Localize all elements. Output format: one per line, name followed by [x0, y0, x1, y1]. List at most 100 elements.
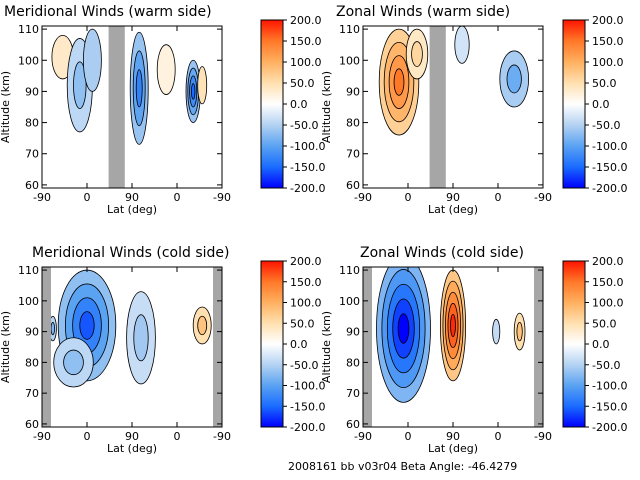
colorbar-tick-label: 150.0 [290, 276, 322, 289]
chart-panel: Meridional Winds (warm side) 60 70 80 90 100 1… [0, 4, 325, 216]
y-axis-label: Altitude (km) [320, 311, 333, 383]
chart-panel: Meridional Winds (cold side) 60 70 80 90 100 1… [0, 245, 325, 455]
y-tick-label: 80 [25, 356, 39, 369]
y-tick-label: 110 [339, 264, 360, 277]
wind-contour [73, 61, 87, 109]
colorbar [562, 260, 586, 428]
colorbar-tick-label: 100.0 [592, 297, 624, 310]
colorbar-tick-label: -100.0 [290, 380, 325, 393]
wind-contour [393, 68, 405, 96]
x-tick-label: -90 [354, 430, 372, 443]
x-tick-label: 90 [446, 430, 460, 443]
wind-contour [506, 64, 522, 94]
y-tick-label: 60 [346, 418, 360, 431]
wind-contour [190, 83, 196, 100]
colorbar-tick-label: -150.0 [592, 161, 627, 174]
x-tick-label: 90 [125, 430, 139, 443]
chart-title: Zonal Winds (cold side) [360, 245, 524, 261]
wind-contour [83, 28, 102, 92]
colorbar-tick-label: 200.0 [592, 14, 624, 27]
colorbar-tick-label: -50.0 [592, 359, 620, 372]
colorbar-tick-label: -150.0 [592, 400, 627, 413]
colorbar-tick-label: -50.0 [290, 119, 318, 132]
y-tick-label: 90 [25, 326, 39, 339]
x-tick-label: 0 [405, 430, 412, 443]
x-tick-label: 0 [84, 430, 91, 443]
y-tick-label: 70 [346, 148, 360, 161]
x-tick-label: 90 [446, 191, 460, 204]
wind-contour [450, 313, 456, 337]
wind-contour [197, 315, 208, 336]
colorbar-tick-label: -200.0 [592, 182, 627, 195]
data-gap [429, 26, 446, 188]
x-axis-label: Lat (deg) [107, 203, 157, 216]
y-tick-label: 110 [18, 264, 39, 277]
y-tick-label: 80 [346, 117, 360, 130]
colorbar-tick-label: 200.0 [592, 255, 624, 268]
y-tick-label: 70 [25, 148, 39, 161]
data-gap [42, 267, 51, 427]
colorbar-tick-label: -100.0 [592, 140, 627, 153]
data-gap [363, 267, 372, 427]
colorbar-tick-label: -200.0 [592, 421, 627, 434]
chart-panel: Zonal Winds (cold side) 60 70 80 90 100 110 -90… [320, 245, 627, 455]
wind-contour [63, 349, 84, 376]
y-tick-label: 80 [346, 356, 360, 369]
colorbar-tick-label: -50.0 [592, 119, 620, 132]
colorbar-tick-label: 200.0 [290, 255, 322, 268]
wind-contour [411, 41, 423, 67]
wind-contour [79, 311, 95, 340]
wind-contour [197, 66, 208, 105]
colorbar-tick-label: 100.0 [592, 56, 624, 69]
colorbar-tick-label: 150.0 [592, 35, 624, 48]
x-tick-label: 0 [84, 191, 91, 204]
colorbar-tick-label: 50.0 [592, 77, 617, 90]
wind-contour [135, 69, 143, 108]
x-tick-label: -90 [33, 430, 51, 443]
y-tick-label: 70 [346, 387, 360, 400]
x-tick-label: -90 [354, 191, 372, 204]
footer-info: 2008161 bb v03r04 Beta Angle: -46.4279 [288, 460, 517, 473]
colorbar [260, 19, 284, 189]
x-tick-label: 0 [174, 191, 181, 204]
y-axis-label: Altitude (km) [0, 311, 12, 383]
y-tick-label: 60 [25, 179, 39, 192]
colorbar [260, 260, 284, 428]
data-gap [108, 26, 125, 188]
colorbar-tick-label: -150.0 [290, 161, 325, 174]
colorbar-tick-label: -50.0 [290, 359, 318, 372]
y-tick-label: 110 [18, 23, 39, 36]
y-tick-label: 90 [25, 85, 39, 98]
colorbar-tick-label: 0.0 [290, 98, 308, 111]
colorbar-tick-label: -200.0 [290, 182, 325, 195]
y-tick-label: 100 [18, 54, 39, 67]
chart-title: Meridional Winds (cold side) [32, 245, 230, 261]
colorbar-tick-label: 150.0 [592, 276, 624, 289]
y-tick-label: 60 [25, 418, 39, 431]
colorbar-tick-label: 0.0 [290, 338, 308, 351]
x-axis-label: Lat (deg) [428, 442, 478, 455]
colorbar-tick-label: 50.0 [290, 77, 315, 90]
y-tick-label: 100 [339, 295, 360, 308]
y-tick-label: 90 [346, 326, 360, 339]
colorbar-tick-label: 50.0 [592, 317, 617, 330]
colorbar [562, 19, 586, 189]
colorbar-tick-label: 200.0 [290, 14, 322, 27]
data-gap [213, 267, 222, 427]
chart-title: Meridional Winds (warm side) [4, 4, 212, 20]
y-axis-label: Altitude (km) [0, 71, 12, 143]
colorbar-tick-label: 0.0 [592, 338, 610, 351]
x-tick-label: -90 [213, 191, 231, 204]
colorbar-tick-label: 0.0 [592, 98, 610, 111]
colorbar-tick-label: 100.0 [290, 297, 322, 310]
chart-panel: Zonal Winds (warm side) 60 70 80 90 100 110 -90… [320, 4, 627, 216]
colorbar-tick-label: 150.0 [290, 35, 322, 48]
wind-contour [516, 321, 523, 342]
x-axis-label: Lat (deg) [107, 442, 157, 455]
x-axis-label: Lat (deg) [428, 203, 478, 216]
y-tick-label: 80 [25, 117, 39, 130]
x-tick-label: 90 [125, 191, 139, 204]
y-tick-label: 100 [339, 54, 360, 67]
wind-contour [454, 26, 470, 64]
